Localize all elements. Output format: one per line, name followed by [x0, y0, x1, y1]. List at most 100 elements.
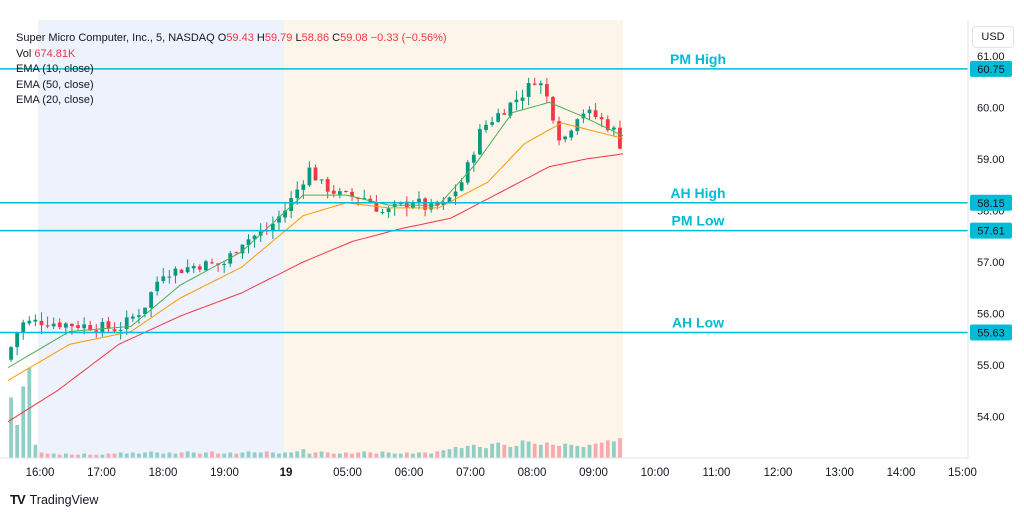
volume-bar	[593, 443, 598, 458]
candle-body	[33, 319, 38, 322]
volume-row[interactable]: Vol 674.81K	[16, 47, 447, 63]
volume-bar	[51, 453, 56, 458]
volume-bar	[307, 453, 312, 458]
candle-body	[283, 210, 287, 218]
volume-bar	[76, 454, 80, 458]
tradingview-brand[interactable]: TV TradingView	[10, 492, 98, 507]
time-tick-label: 12:00	[764, 467, 793, 479]
indicator-ema10[interactable]: EMA (10, close)	[16, 63, 94, 75]
volume-bar	[167, 452, 172, 458]
level-label: AH Low	[672, 315, 724, 331]
volume-bar	[508, 447, 513, 458]
volume-bar	[435, 451, 440, 458]
level-lines: PM High AH High PM Low AH Low	[0, 51, 968, 334]
candle-body	[611, 127, 616, 130]
volume-bar	[283, 452, 287, 458]
candle-body	[124, 317, 129, 329]
ema-lines	[7, 101, 624, 423]
candle-body	[76, 325, 80, 328]
indicator-ema20[interactable]: EMA (20, close)	[16, 94, 94, 106]
candle-body	[88, 325, 93, 331]
symbol-ohlc-row[interactable]: Super Micro Computer, Inc., 5, NASDAQ O5…	[16, 31, 447, 47]
volume-bar	[429, 453, 434, 458]
low-value: 58.86	[301, 32, 330, 44]
level-price-value: 60.75	[977, 64, 1005, 76]
volume-bar	[356, 452, 361, 458]
candle-body	[21, 322, 26, 333]
volume-bar	[362, 451, 367, 458]
volume-bar	[465, 445, 470, 458]
volume-bar	[496, 442, 501, 458]
volume-bar	[411, 453, 415, 458]
candle-body	[544, 84, 549, 97]
currency-button[interactable]: USD	[972, 26, 1014, 48]
candle-body	[374, 202, 379, 212]
candle-body	[301, 184, 306, 190]
time-tick-label: 10:00	[641, 467, 670, 479]
level-price-tags: 60.75 58.15 57.61 55.63	[970, 60, 1012, 341]
candle-body	[593, 110, 598, 118]
volume-bar	[295, 451, 300, 458]
candle-body	[496, 113, 501, 122]
time-tick-label: 15:00	[948, 467, 977, 479]
candle-body	[569, 130, 574, 138]
price-tick-label: 60.00	[977, 103, 1005, 115]
level-label: AH High	[670, 185, 725, 201]
volume-bar	[453, 447, 458, 458]
volume-bar	[39, 452, 44, 458]
volume-bar	[374, 453, 379, 458]
candle-body	[185, 267, 190, 273]
candle-body	[270, 223, 275, 231]
volume-bar	[33, 444, 38, 458]
volume-bar	[240, 452, 245, 458]
tradingview-name: TradingView	[29, 492, 99, 507]
candle-body	[484, 124, 488, 131]
candle-body	[161, 276, 166, 281]
low-label: L	[295, 32, 302, 44]
volume-bar	[289, 452, 294, 458]
time-axis[interactable]: 16:00 17:00 18:00 19:00 19 05:00 06:00 07:00 08:…	[26, 467, 977, 479]
volume-bar	[575, 445, 580, 458]
chart-legend: Super Micro Computer, Inc., 5, NASDAQ O5…	[16, 31, 447, 109]
volume-bar	[216, 453, 220, 458]
volume-bar	[319, 451, 324, 458]
candle-body	[137, 315, 141, 317]
candle-body	[404, 201, 409, 208]
volume-bar	[344, 452, 348, 458]
volume-bar	[234, 453, 239, 458]
tradingview-logo-icon: TV	[10, 492, 26, 507]
level-price-tag	[970, 324, 1012, 341]
volume-bar	[447, 449, 452, 458]
volume-bar	[88, 454, 93, 458]
volume-bar	[350, 453, 354, 458]
volume-bar	[502, 444, 507, 458]
time-tick-label: 14:00	[887, 467, 916, 479]
volume-bar	[100, 454, 105, 458]
indicator-ema50[interactable]: EMA (50, close)	[16, 78, 94, 91]
volume-bar	[398, 453, 403, 458]
volume-bar	[228, 452, 233, 458]
candle-body	[277, 216, 281, 223]
volume-label: Vol	[16, 47, 32, 60]
level-price-value: 57.61	[977, 226, 1005, 238]
candle-body	[130, 316, 135, 319]
candle-body	[605, 119, 610, 131]
volume-bar	[581, 447, 586, 458]
level-price-value: 58.15	[977, 198, 1005, 210]
candle-body	[39, 320, 44, 326]
volume-bar	[277, 453, 281, 458]
level-price-tag	[970, 194, 1012, 211]
time-tick-label: 18:00	[149, 467, 178, 479]
volume-bar	[197, 453, 202, 458]
candle-body	[9, 347, 13, 360]
change-value: −0.33 (−0.56%)	[370, 32, 447, 44]
candle-body	[143, 307, 147, 315]
volume-bar	[544, 442, 549, 458]
candle-body	[106, 321, 111, 329]
candle-body	[459, 182, 464, 191]
candle-body	[471, 154, 476, 163]
volume-bar	[605, 440, 610, 458]
candle-body	[575, 119, 580, 132]
volume-bar	[313, 452, 318, 458]
